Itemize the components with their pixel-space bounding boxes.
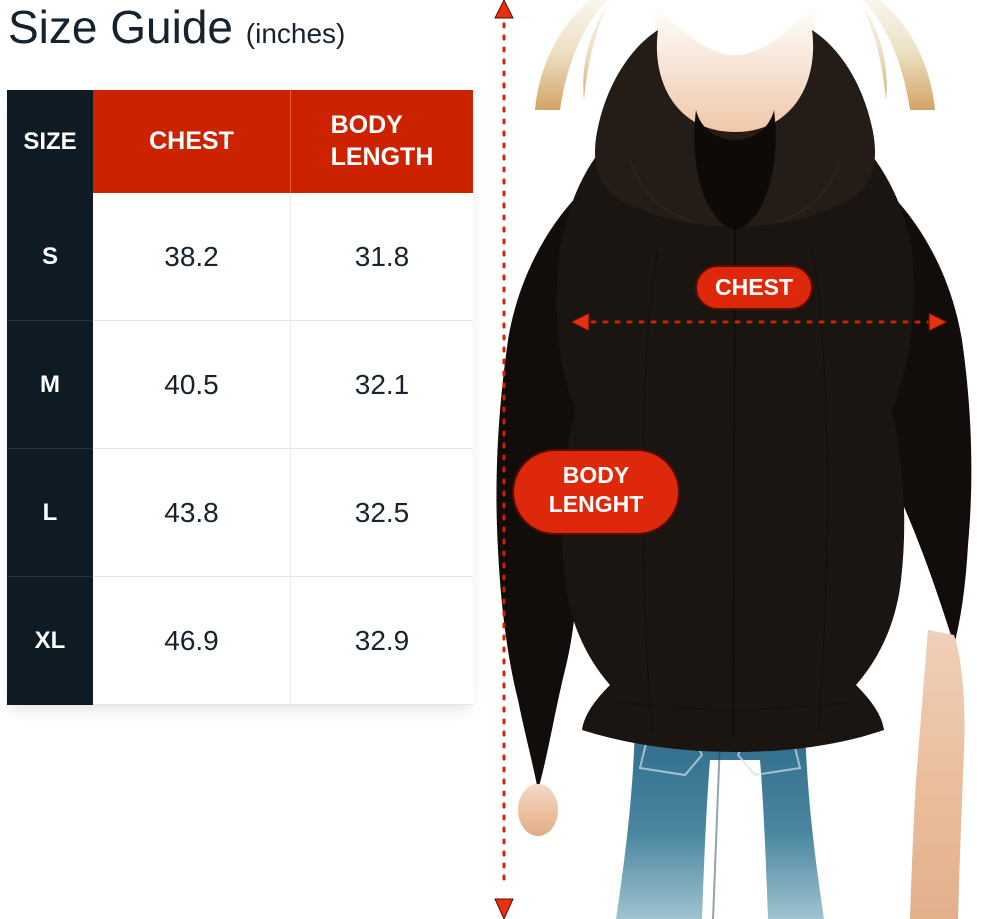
svg-text:LENGHT: LENGHT [549, 491, 644, 517]
svg-text:CHEST: CHEST [715, 274, 793, 300]
svg-text:BODY: BODY [563, 462, 629, 488]
